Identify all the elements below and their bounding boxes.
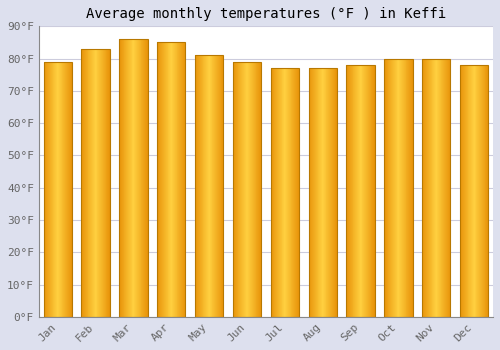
Bar (346, 65, 375, 317)
Bar (195, 55, 224, 317)
Bar (308, 68, 337, 317)
Bar (460, 65, 488, 317)
Title: Average monthly temperatures (°F ) in Keffi: Average monthly temperatures (°F ) in Ke… (86, 7, 446, 21)
Bar (233, 62, 261, 317)
Bar (157, 42, 186, 317)
Bar (44, 62, 72, 317)
Bar (422, 58, 450, 317)
Bar (384, 58, 412, 317)
Bar (82, 49, 110, 317)
Bar (119, 39, 148, 317)
Bar (270, 68, 299, 317)
